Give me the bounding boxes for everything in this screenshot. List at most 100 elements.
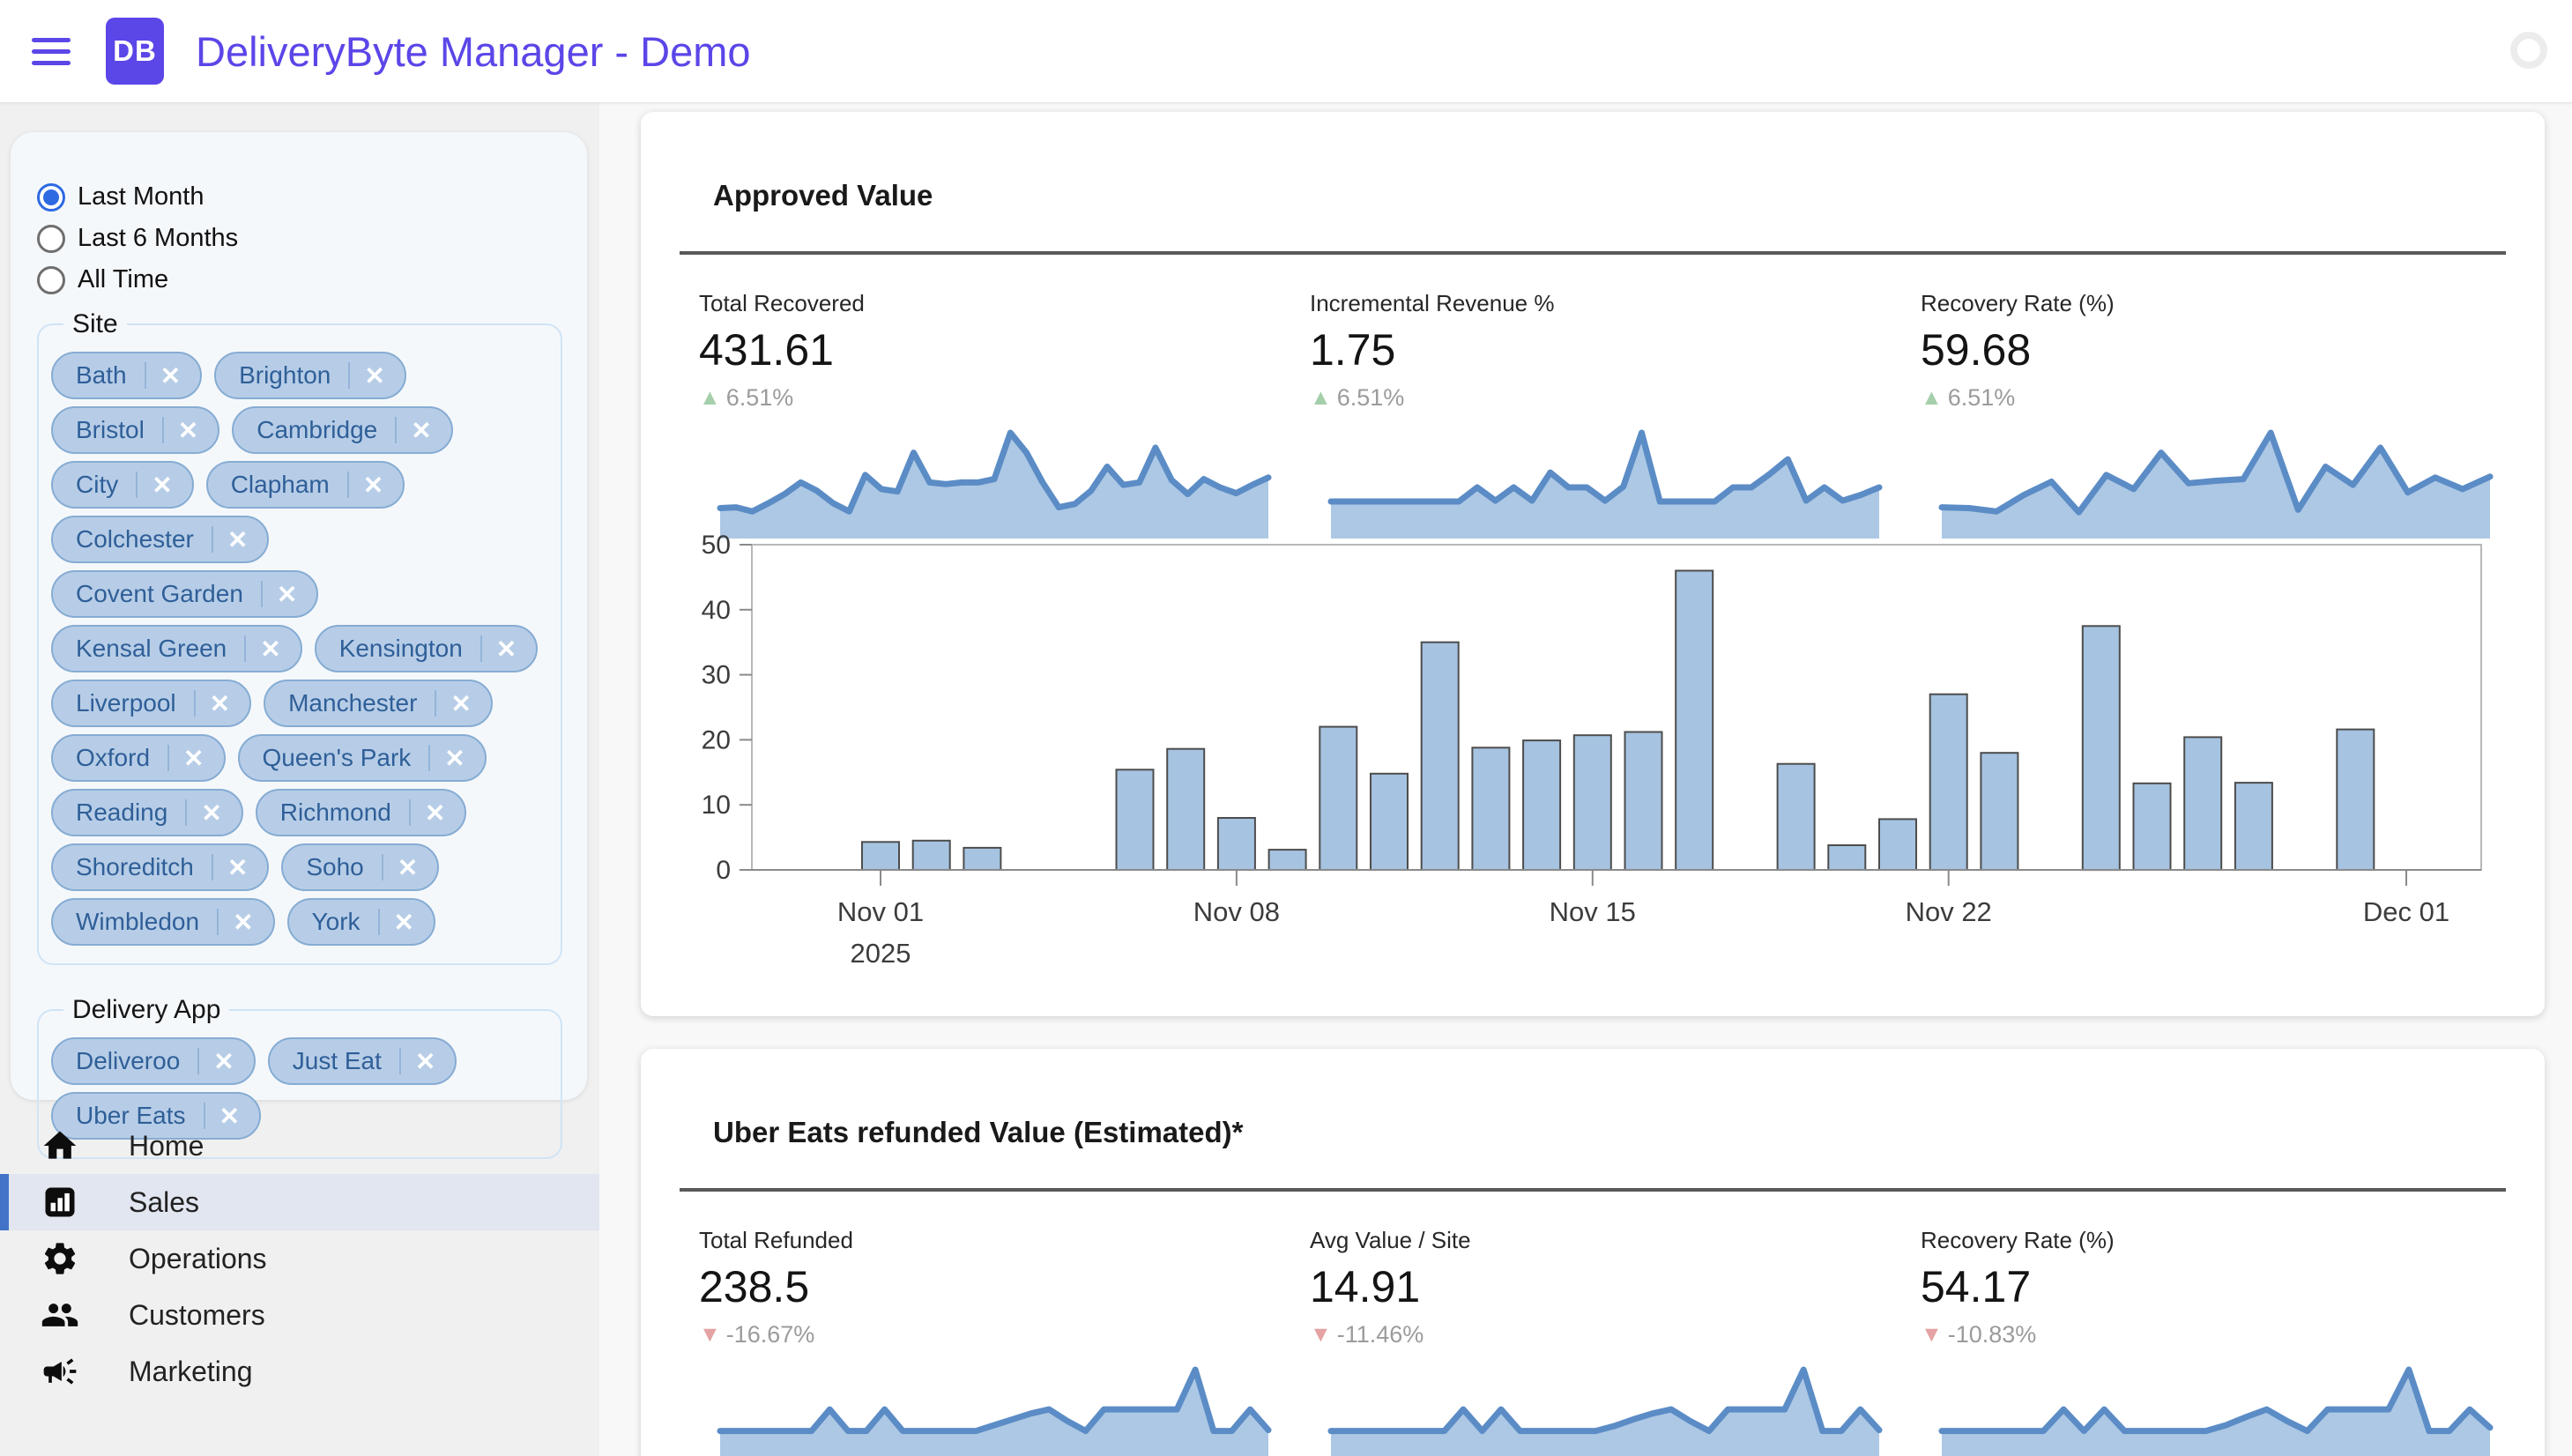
chip-kensington[interactable]: Kensington ✕ [314, 625, 539, 672]
chip-kensal-green[interactable]: Kensal Green ✕ [51, 625, 302, 672]
radio-last-month[interactable]: Last Month [37, 176, 571, 218]
svg-text:Nov 15: Nov 15 [1550, 896, 1636, 927]
chip-label: Kensal Green [76, 635, 227, 662]
chip-queen-s-park[interactable]: Queen's Park ✕ [237, 734, 487, 782]
chip-divider [428, 745, 431, 771]
chip-label: Oxford [76, 744, 151, 771]
chip-remove-icon[interactable]: ✕ [414, 1047, 436, 1075]
chip-remove-icon[interactable]: ✕ [213, 1047, 234, 1075]
kpi-delta: ▼ -11.46% [1310, 1321, 1881, 1348]
chip-richmond[interactable]: Richmond ✕ [255, 789, 467, 836]
chip-label: Kensington [338, 635, 463, 662]
chip-remove-icon[interactable]: ✕ [160, 361, 182, 390]
chip-label: Brighton [239, 361, 331, 389]
radio-last-6-months[interactable]: Last 6 Months [37, 218, 571, 259]
chip-divider [185, 799, 188, 826]
chip-label: Cambridge [256, 416, 378, 443]
chip-divider [211, 854, 213, 880]
chip-label: Manchester [288, 689, 418, 717]
avatar-ring[interactable] [2510, 32, 2547, 69]
svg-text:Dec 01: Dec 01 [2363, 896, 2449, 927]
chip-remove-icon[interactable]: ✕ [364, 361, 385, 390]
hamburger-icon [32, 37, 71, 65]
chip-remove-icon[interactable]: ✕ [411, 416, 432, 444]
chip-just-eat[interactable]: Just Eat ✕ [267, 1037, 457, 1085]
chip-remove-icon[interactable]: ✕ [450, 689, 472, 717]
chip-bristol[interactable]: Bristol ✕ [51, 406, 220, 454]
kpi-label: Total Recovered [699, 290, 865, 316]
chip-remove-icon[interactable]: ✕ [201, 799, 222, 827]
kpi-avg-value-site: Avg Value / Site 14.91 ▼ -11.46% [1310, 1227, 1883, 1456]
chip-divider [244, 635, 247, 662]
chip-remove-icon[interactable]: ✕ [177, 416, 199, 444]
chip-remove-icon[interactable]: ✕ [227, 525, 249, 553]
radio-circle-icon [37, 182, 65, 212]
card-divider [680, 251, 2506, 255]
radio-circle-icon [37, 265, 65, 294]
nav-item-label: Marketing [129, 1355, 253, 1387]
chip-deliveroo[interactable]: Deliveroo ✕ [51, 1037, 256, 1085]
kpi-delta-text: 6.51% [1947, 384, 2016, 411]
chip-shoreditch[interactable]: Shoreditch ✕ [51, 843, 270, 891]
chip-manchester[interactable]: Manchester ✕ [264, 680, 493, 727]
chip-divider [346, 472, 349, 498]
megaphone-icon [41, 1352, 79, 1391]
kpi-label: Recovery Rate (%) [1921, 290, 2115, 316]
chip-remove-icon[interactable]: ✕ [495, 635, 517, 663]
chip-remove-icon[interactable]: ✕ [393, 908, 415, 936]
chip-label: Queen's Park [262, 744, 412, 771]
chip-remove-icon[interactable]: ✕ [444, 744, 465, 772]
kpi-sparkline [717, 427, 1272, 539]
chip-cambridge[interactable]: Cambridge ✕ [232, 406, 453, 454]
radio-all-time[interactable]: All Time [37, 259, 571, 301]
chip-divider [377, 909, 380, 935]
chip-label: Shoreditch [76, 853, 194, 880]
chip-label: Reading [76, 799, 168, 826]
kpi-sparkline [1327, 427, 1883, 539]
chip-label: City [76, 471, 119, 498]
nav-item-marketing[interactable]: Marketing [0, 1343, 599, 1400]
filter-group-label: Site [72, 309, 118, 338]
chip-york[interactable]: York ✕ [286, 898, 436, 946]
chip-wimbledon[interactable]: Wimbledon ✕ [51, 898, 275, 946]
nav-item-sales[interactable]: Sales [0, 1174, 599, 1230]
kpi-delta: ▼ -16.67% [699, 1321, 1270, 1348]
card-uber-eats-refunded: Uber Eats refunded Value (Estimated)* To… [641, 1049, 2545, 1456]
chip-bath[interactable]: Bath ✕ [51, 352, 203, 399]
chip-divider [167, 745, 170, 771]
chip-remove-icon[interactable]: ✕ [152, 471, 173, 499]
card-title: Uber Eats refunded Value (Estimated)* [713, 1116, 1244, 1148]
kpi-sparkline [1327, 1364, 1883, 1456]
chip-brighton[interactable]: Brighton ✕ [214, 352, 406, 399]
chip-label: Uber Eats [76, 1102, 186, 1129]
chip-divider [435, 690, 437, 717]
chip-liverpool[interactable]: Liverpool ✕ [51, 680, 252, 727]
chip-remove-icon[interactable]: ✕ [362, 471, 384, 499]
chip-remove-icon[interactable]: ✕ [276, 580, 298, 608]
chip-remove-icon[interactable]: ✕ [233, 908, 254, 936]
chip-oxford[interactable]: Oxford ✕ [51, 734, 226, 782]
nav-item-operations[interactable]: Operations [0, 1230, 599, 1287]
nav-item-customers[interactable]: Customers [0, 1287, 599, 1343]
chip-uber-eats[interactable]: Uber Eats ✕ [51, 1092, 261, 1140]
chip-remove-icon[interactable]: ✕ [260, 635, 281, 663]
menu-button[interactable] [26, 26, 76, 78]
chip-city[interactable]: City ✕ [51, 461, 194, 509]
kpi-sparkline [717, 1364, 1272, 1456]
chip-soho[interactable]: Soho ✕ [281, 843, 440, 891]
chip-clapham[interactable]: Clapham ✕ [205, 461, 405, 509]
chip-remove-icon[interactable]: ✕ [209, 689, 231, 717]
chip-remove-icon[interactable]: ✕ [227, 853, 249, 881]
chip-divider [211, 526, 213, 553]
nav-item-label: Operations [129, 1242, 267, 1274]
radio-label: All Time [78, 265, 169, 293]
chip-remove-icon[interactable]: ✕ [183, 744, 204, 772]
chip-reading[interactable]: Reading ✕ [51, 789, 243, 836]
chip-divider [348, 362, 351, 389]
chip-covent-garden[interactable]: Covent Garden ✕ [51, 570, 319, 618]
chip-remove-icon[interactable]: ✕ [424, 799, 446, 827]
chip-colchester[interactable]: Colchester ✕ [51, 516, 270, 563]
chip-remove-icon[interactable]: ✕ [397, 853, 419, 881]
nav-item-home[interactable]: Home [0, 1118, 599, 1174]
chip-remove-icon[interactable]: ✕ [219, 1102, 240, 1130]
